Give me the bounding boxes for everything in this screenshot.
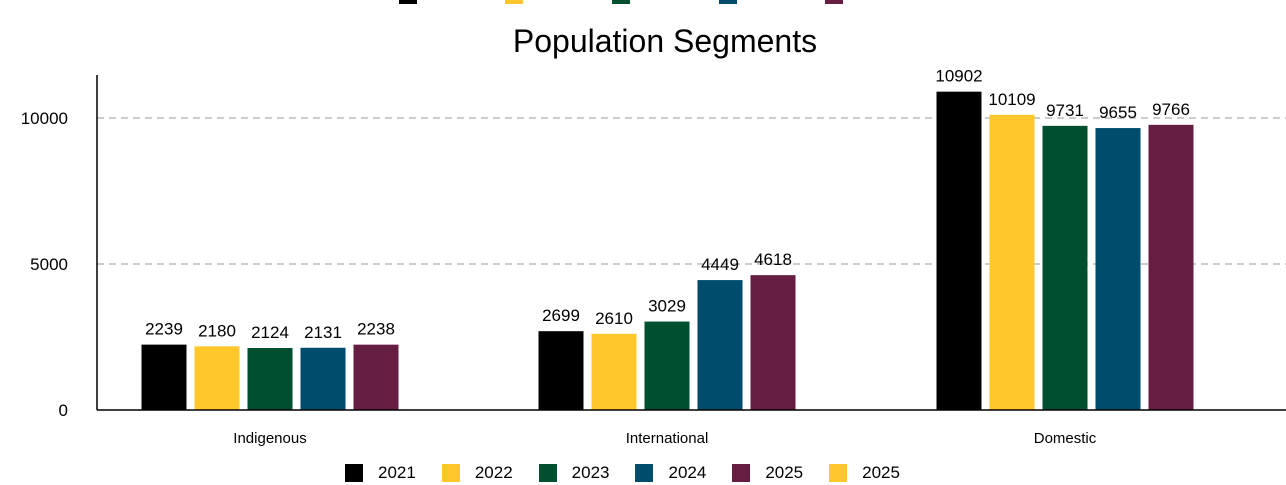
legend-swatch	[635, 464, 654, 482]
bar-domestic-2021	[936, 91, 982, 411]
bar-international-2025	[750, 275, 796, 410]
bar-international-2022	[591, 333, 637, 410]
bar-domestic-2023	[1042, 125, 1088, 410]
data-label: 10902	[935, 67, 982, 86]
data-label: 2699	[542, 306, 580, 325]
top-legend-swatch	[505, 0, 523, 4]
legend-swatch	[829, 464, 848, 482]
top-legend-swatch	[825, 0, 843, 4]
data-label: 2124	[251, 323, 289, 342]
bar-indigenous-2022	[194, 346, 240, 410]
data-label: 2239	[145, 320, 183, 339]
data-labels: 2239 2180 2124 2131 2238 2699 2610 3029 4449 4618…	[145, 67, 1190, 342]
bar-indigenous-2024	[300, 347, 346, 410]
top-legend-swatch	[612, 0, 630, 4]
legend-label: 2022	[474, 463, 513, 482]
legend-item-2025: 2025	[732, 463, 803, 483]
bar-domestic-2022	[989, 114, 1035, 410]
legend-swatch	[345, 464, 363, 482]
data-label: 4449	[701, 255, 739, 274]
x-axis-ticks: Indigenous International Domestic	[233, 430, 1096, 447]
legend-label: 2023	[571, 463, 610, 482]
bar-domestic-2024	[1095, 128, 1141, 410]
bar-international-2024	[697, 280, 743, 410]
y-axis-ticks: 0 5000 10000	[21, 109, 68, 420]
grid-lines	[97, 117, 1286, 265]
data-label: 2238	[357, 320, 395, 339]
data-label: 9731	[1046, 101, 1084, 120]
bar-indigenous-2023	[247, 347, 293, 410]
legend-swatch	[732, 464, 751, 482]
legend-label: 2025	[862, 463, 900, 482]
y-tick-label: 5000	[30, 255, 68, 274]
legend-label: 2025	[765, 463, 804, 482]
top-legend-clipped	[399, 0, 843, 4]
x-tick-label: Domestic	[1034, 430, 1097, 447]
data-label: 3029	[648, 297, 686, 316]
bar-indigenous-2021	[141, 344, 187, 410]
legend: 2021 2022 2023 2024 2025 2025	[345, 463, 926, 483]
legend-item-2024: 2024	[635, 463, 706, 483]
x-tick-label: International	[626, 430, 709, 447]
top-legend-swatch	[399, 0, 417, 4]
y-tick-label: 0	[59, 401, 68, 420]
y-tick-label: 10000	[21, 109, 68, 128]
bar-domestic-2025	[1148, 124, 1194, 411]
bar-indigenous-2025	[353, 344, 399, 410]
x-tick-label: Indigenous	[233, 430, 306, 447]
data-label: 10109	[988, 90, 1035, 109]
legend-label: 2021	[378, 463, 416, 482]
top-legend-swatch	[719, 0, 737, 4]
legend-item-2025: 2025	[829, 463, 900, 483]
legend-item-2023: 2023	[538, 463, 610, 483]
data-label: 2131	[304, 323, 342, 342]
data-label: 2180	[198, 321, 236, 340]
data-label: 9766	[1152, 100, 1190, 119]
chart-title: Population Segments	[513, 23, 817, 59]
bar-international-2021	[538, 331, 584, 410]
legend-item-2022: 2022	[441, 463, 513, 483]
legend-item-2021: 2021	[345, 463, 416, 483]
bar-international-2023	[644, 321, 690, 410]
legend-label: 2024	[668, 463, 707, 482]
legend-swatch	[538, 464, 557, 482]
data-label: 2610	[595, 309, 633, 328]
data-label: 4618	[754, 250, 792, 269]
legend-swatch	[441, 464, 460, 482]
bars	[141, 91, 1194, 411]
data-label: 9655	[1099, 103, 1137, 122]
